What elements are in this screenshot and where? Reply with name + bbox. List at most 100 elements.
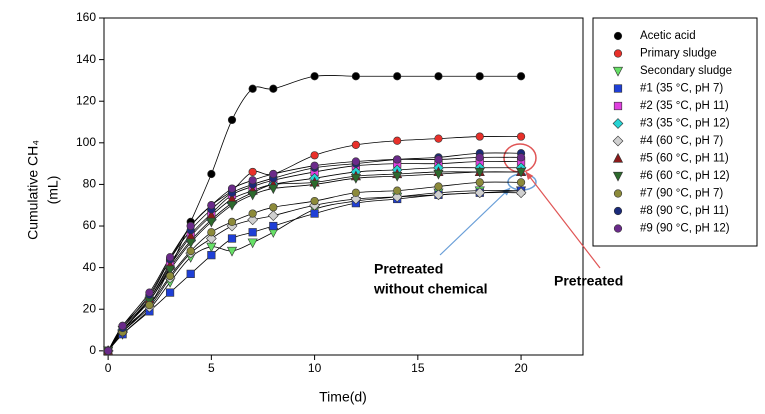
data-point [227,184,237,193]
legend-marker [613,224,623,233]
legend-label: #2 (35 °C, pH 11) [640,100,729,112]
data-point [248,167,257,177]
legend-label: #7 (90 °C, pH 7) [640,188,723,200]
data-point [186,246,195,256]
data-point [165,253,175,262]
data-point [434,134,443,143]
plot-frame [103,17,584,356]
data-point [393,186,402,195]
data-point [516,153,526,162]
y-tick-label: 60 [83,218,97,232]
data-point [310,151,319,160]
legend-marker [613,49,623,58]
data-point [475,178,484,187]
legend-marker [613,84,623,93]
data-point [207,169,216,179]
data-point [269,84,278,93]
data-point [434,155,443,164]
legend-label: Secondary sludge [640,65,732,77]
data-point [185,238,196,249]
data-point [475,72,484,81]
data-point [226,201,238,211]
data-point [516,132,526,141]
data-point [247,190,258,201]
data-point [515,187,527,199]
data-point [391,191,403,203]
data-point [165,265,176,276]
legend-label: #9 (90 °C, pH 12) [640,223,730,235]
data-point [269,221,278,231]
data-point [248,228,257,237]
legend-label: Acetic acid [640,30,696,42]
legend-label: #6 (60 °C, pH 12) [640,170,730,182]
x-tick-label: 20 [514,361,528,375]
data-point [310,72,319,81]
data-point [145,300,154,310]
legend: Acetic acid Primary sludge Secondary sludg… [612,30,732,235]
data-point [248,176,257,185]
data-point [165,288,175,297]
x-tick-label: 5 [208,361,215,375]
data-point [393,136,402,145]
y-tick-label: 100 [76,135,96,149]
data-point [351,140,360,149]
data-point [248,209,257,218]
data-point [516,178,526,187]
y-tick-label: 120 [76,93,96,107]
data-point [392,171,403,182]
y-tick-label: 40 [83,260,97,274]
data-point [104,346,113,355]
data-point [118,321,127,330]
x-tick-label: 10 [308,361,322,375]
legend-marker [613,189,623,198]
y-tick-label: 20 [83,301,97,315]
data-point [433,189,444,201]
data-point [227,115,237,125]
data-point [310,161,319,170]
data-point [351,188,360,197]
data-point [475,153,484,162]
data-point [227,234,237,243]
data-point [145,288,154,297]
legend-label: #1 (35 °C, pH 7) [640,83,723,95]
y-tick-label: 140 [76,52,96,66]
data-point [474,167,485,178]
legend-label: #4 (60 °C, pH 7) [640,135,723,147]
legend-marker [612,66,624,77]
legend-marker [612,171,624,182]
legend-label: Primary sludge [640,48,717,60]
legend-marker [613,101,623,111]
data-point [186,269,195,278]
data-point [474,187,486,199]
x-axis-label: Time(d) [319,389,367,405]
data-point [267,210,279,221]
y-tick-label: 0 [89,343,96,357]
annotation: Pretreated [554,273,623,289]
data-point [205,233,217,244]
y-axis-label: Cumulative CH₄ [25,140,41,240]
data-point [207,251,216,260]
legend-marker [613,31,623,41]
data-point [186,221,195,231]
legend-label: #8 (90 °C, pH 11) [640,205,729,217]
data-point [475,132,484,141]
annotation: Pretreated [374,261,443,277]
x-tick-label: 15 [411,361,425,375]
data-point [350,174,361,184]
data-point [206,217,217,228]
data-point [434,182,443,191]
data-point [310,209,319,218]
data-point [393,155,402,164]
data-point [269,203,278,212]
data-point [393,72,402,81]
data-point [516,167,527,178]
legend-marker [613,206,623,216]
data-point [227,217,237,226]
data-point [351,157,360,166]
data-point [165,271,175,281]
data-point [433,169,444,180]
arrow [525,171,601,269]
data-point [248,84,257,93]
data-point [268,184,279,195]
